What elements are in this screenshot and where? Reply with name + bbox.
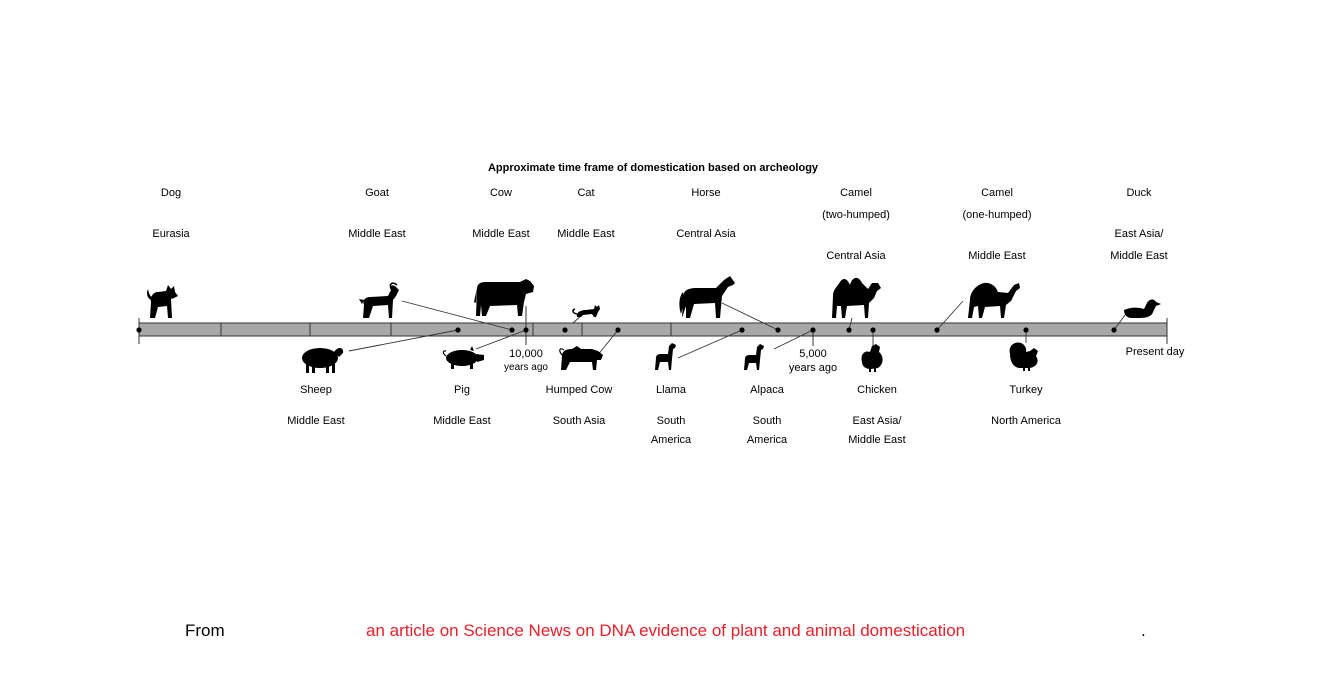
marker-present-day: Present day (1125, 346, 1185, 358)
turkey-icon (1009, 342, 1038, 371)
duck-icon (1124, 299, 1161, 318)
llama-icon (655, 343, 676, 370)
label-turkey: Turkey (1009, 384, 1043, 396)
horse-icon (679, 276, 735, 318)
region-alpaca-line2: America (746, 434, 788, 446)
region-humped-cow: South Asia (552, 415, 606, 427)
timeline-dots (136, 327, 1117, 333)
region-duck-line1: East Asia/ (1114, 228, 1164, 240)
label-cow: Cow (489, 187, 513, 199)
marker-10000-line1: 10,000 (509, 348, 543, 360)
label-pig: Pig (454, 384, 470, 396)
region-chicken-line1: East Asia/ (852, 415, 902, 427)
region-horse: Central Asia (676, 228, 736, 240)
marker-10000-line2: years ago (504, 362, 548, 373)
region-camel-two-humped: Central Asia (826, 250, 886, 262)
region-cat: Middle East (557, 228, 615, 240)
label-cat: Cat (577, 187, 595, 199)
region-llama-line2: America (650, 434, 692, 446)
source-article-link[interactable]: an article on Science News on DNA eviden… (366, 621, 966, 640)
footer-prefix: From (185, 621, 225, 640)
label-alpaca: Alpaca (750, 384, 784, 396)
region-pig: Middle East (433, 415, 491, 427)
label-horse: Horse (691, 187, 721, 199)
label-sheep: Sheep (300, 384, 332, 396)
cat-icon (572, 305, 600, 317)
chart-title: Approximate time frame of domestication … (487, 162, 819, 174)
region-goat: Middle East (348, 228, 406, 240)
label-goat: Goat (365, 187, 389, 199)
goat-icon (359, 282, 399, 318)
bactrian-camel-icon (832, 277, 881, 318)
timeline-dividers (138, 306, 1168, 346)
region-alpaca-line1: South (752, 415, 782, 427)
humped-cow-icon (559, 346, 603, 370)
alpaca-icon (744, 344, 764, 370)
marker-5000-line2: years ago (788, 362, 838, 374)
marker-5000-line1: 5,000 (799, 348, 827, 360)
region-cow: Middle East (472, 228, 530, 240)
dromedary-camel-icon (968, 282, 1020, 318)
label-dog: Dog (160, 187, 182, 199)
cow-icon (474, 279, 534, 316)
label-camel-two-humped-sub: (two-humped) (822, 209, 890, 221)
footer-suffix: . (1141, 621, 1146, 640)
pig-icon (442, 346, 484, 369)
label-camel-one-humped: Camel (981, 187, 1013, 199)
sheep-icon (302, 347, 344, 373)
region-turkey: North America (991, 415, 1061, 427)
connector-lines (348, 300, 1126, 359)
label-duck: Duck (1126, 187, 1152, 199)
region-dog: Eurasia (152, 228, 190, 240)
region-duck-line2: Middle East (1110, 250, 1168, 262)
region-llama-line1: South (656, 415, 686, 427)
label-chicken: Chicken (857, 384, 897, 396)
chicken-icon (861, 344, 883, 372)
label-camel-one-humped-sub: (one-humped) (962, 209, 1032, 221)
region-camel-one-humped: Middle East (968, 250, 1026, 262)
region-chicken-line2: Middle East (848, 434, 906, 446)
dog-icon (147, 285, 178, 318)
timeline-bar (138, 322, 1168, 337)
region-sheep: Middle East (287, 415, 345, 427)
label-llama: Llama (656, 384, 686, 396)
label-camel-two-humped: Camel (840, 187, 872, 199)
label-humped-cow: Humped Cow (545, 384, 613, 396)
